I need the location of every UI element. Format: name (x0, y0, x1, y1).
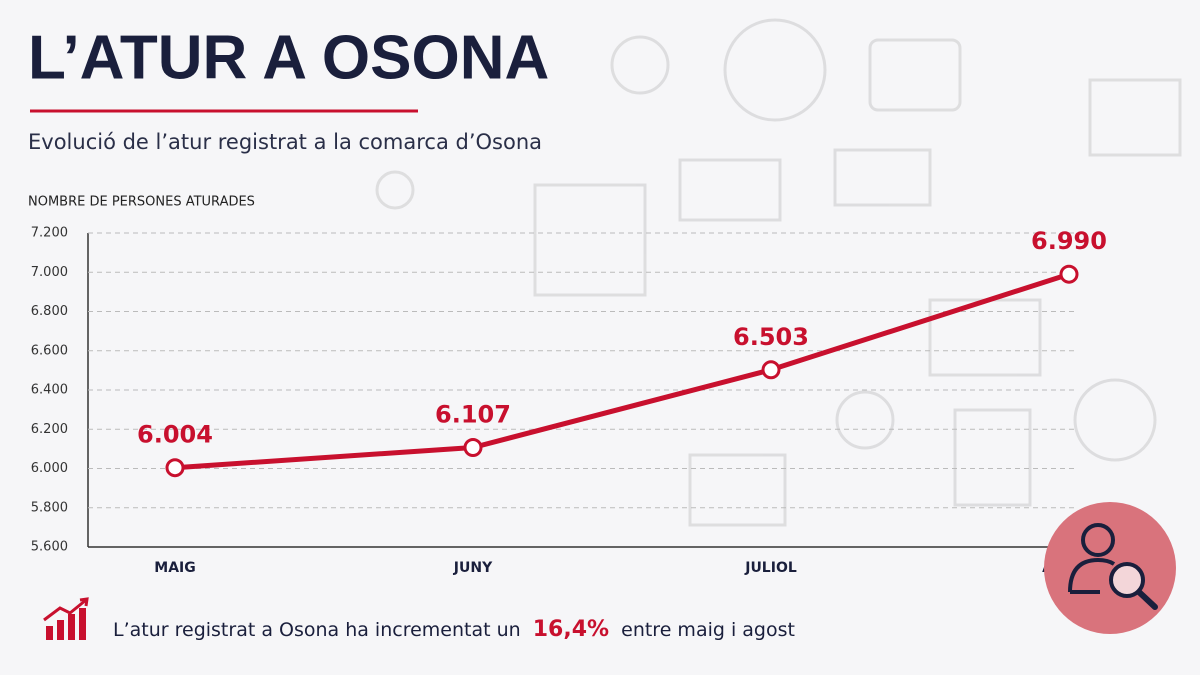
data-label: 6.107 (435, 401, 511, 429)
y-tick-label: 5.600 (31, 540, 68, 555)
background-icons (375, 18, 1182, 527)
note-text: L’atur registrat a Osona ha incrementat … (113, 619, 521, 641)
y-tick-label: 6.200 (31, 422, 68, 437)
x-tick-label: JULIOL (744, 560, 797, 576)
y-tick-label: 6.800 (31, 304, 68, 319)
y-tick-label: 7.200 (31, 226, 68, 241)
x-tick-label: MAIG (154, 560, 195, 576)
y-axis-label: NOMBRE DE PERSONES ATURADES (28, 195, 255, 210)
data-label: 6.004 (137, 421, 213, 449)
y-tick-label: 5.800 (31, 500, 68, 515)
data-point (463, 438, 483, 458)
chart-title: L’ATUR A OSONA (28, 23, 549, 92)
search-badge (1044, 502, 1176, 634)
data-line (174, 271, 1070, 471)
y-tick-label: 7.000 (31, 265, 68, 280)
footer-icon (43, 597, 89, 640)
data-point (761, 360, 781, 380)
y-tick-label: 6.600 (31, 343, 68, 358)
chart-subtitle: Evolució de l’atur registrat a la comarc… (28, 130, 542, 154)
data-label: 6.990 (1031, 227, 1107, 255)
footer-note: L’atur registrat a Osona ha incrementat … (113, 617, 795, 642)
x-tick-label: JUNY (453, 560, 493, 576)
data-point (165, 458, 185, 478)
data-label: 6.503 (733, 323, 809, 351)
y-tick-label: 6.000 (31, 461, 68, 476)
data-point (1059, 264, 1079, 284)
note-highlight: 16,4% (533, 617, 609, 642)
plot: 5.600 5.800 6.000 6.200 6.400 6.600 6.800 7.000… (31, 226, 1107, 577)
note-text: entre maig i agost (621, 619, 795, 641)
y-tick-label: 6.400 (31, 383, 68, 398)
